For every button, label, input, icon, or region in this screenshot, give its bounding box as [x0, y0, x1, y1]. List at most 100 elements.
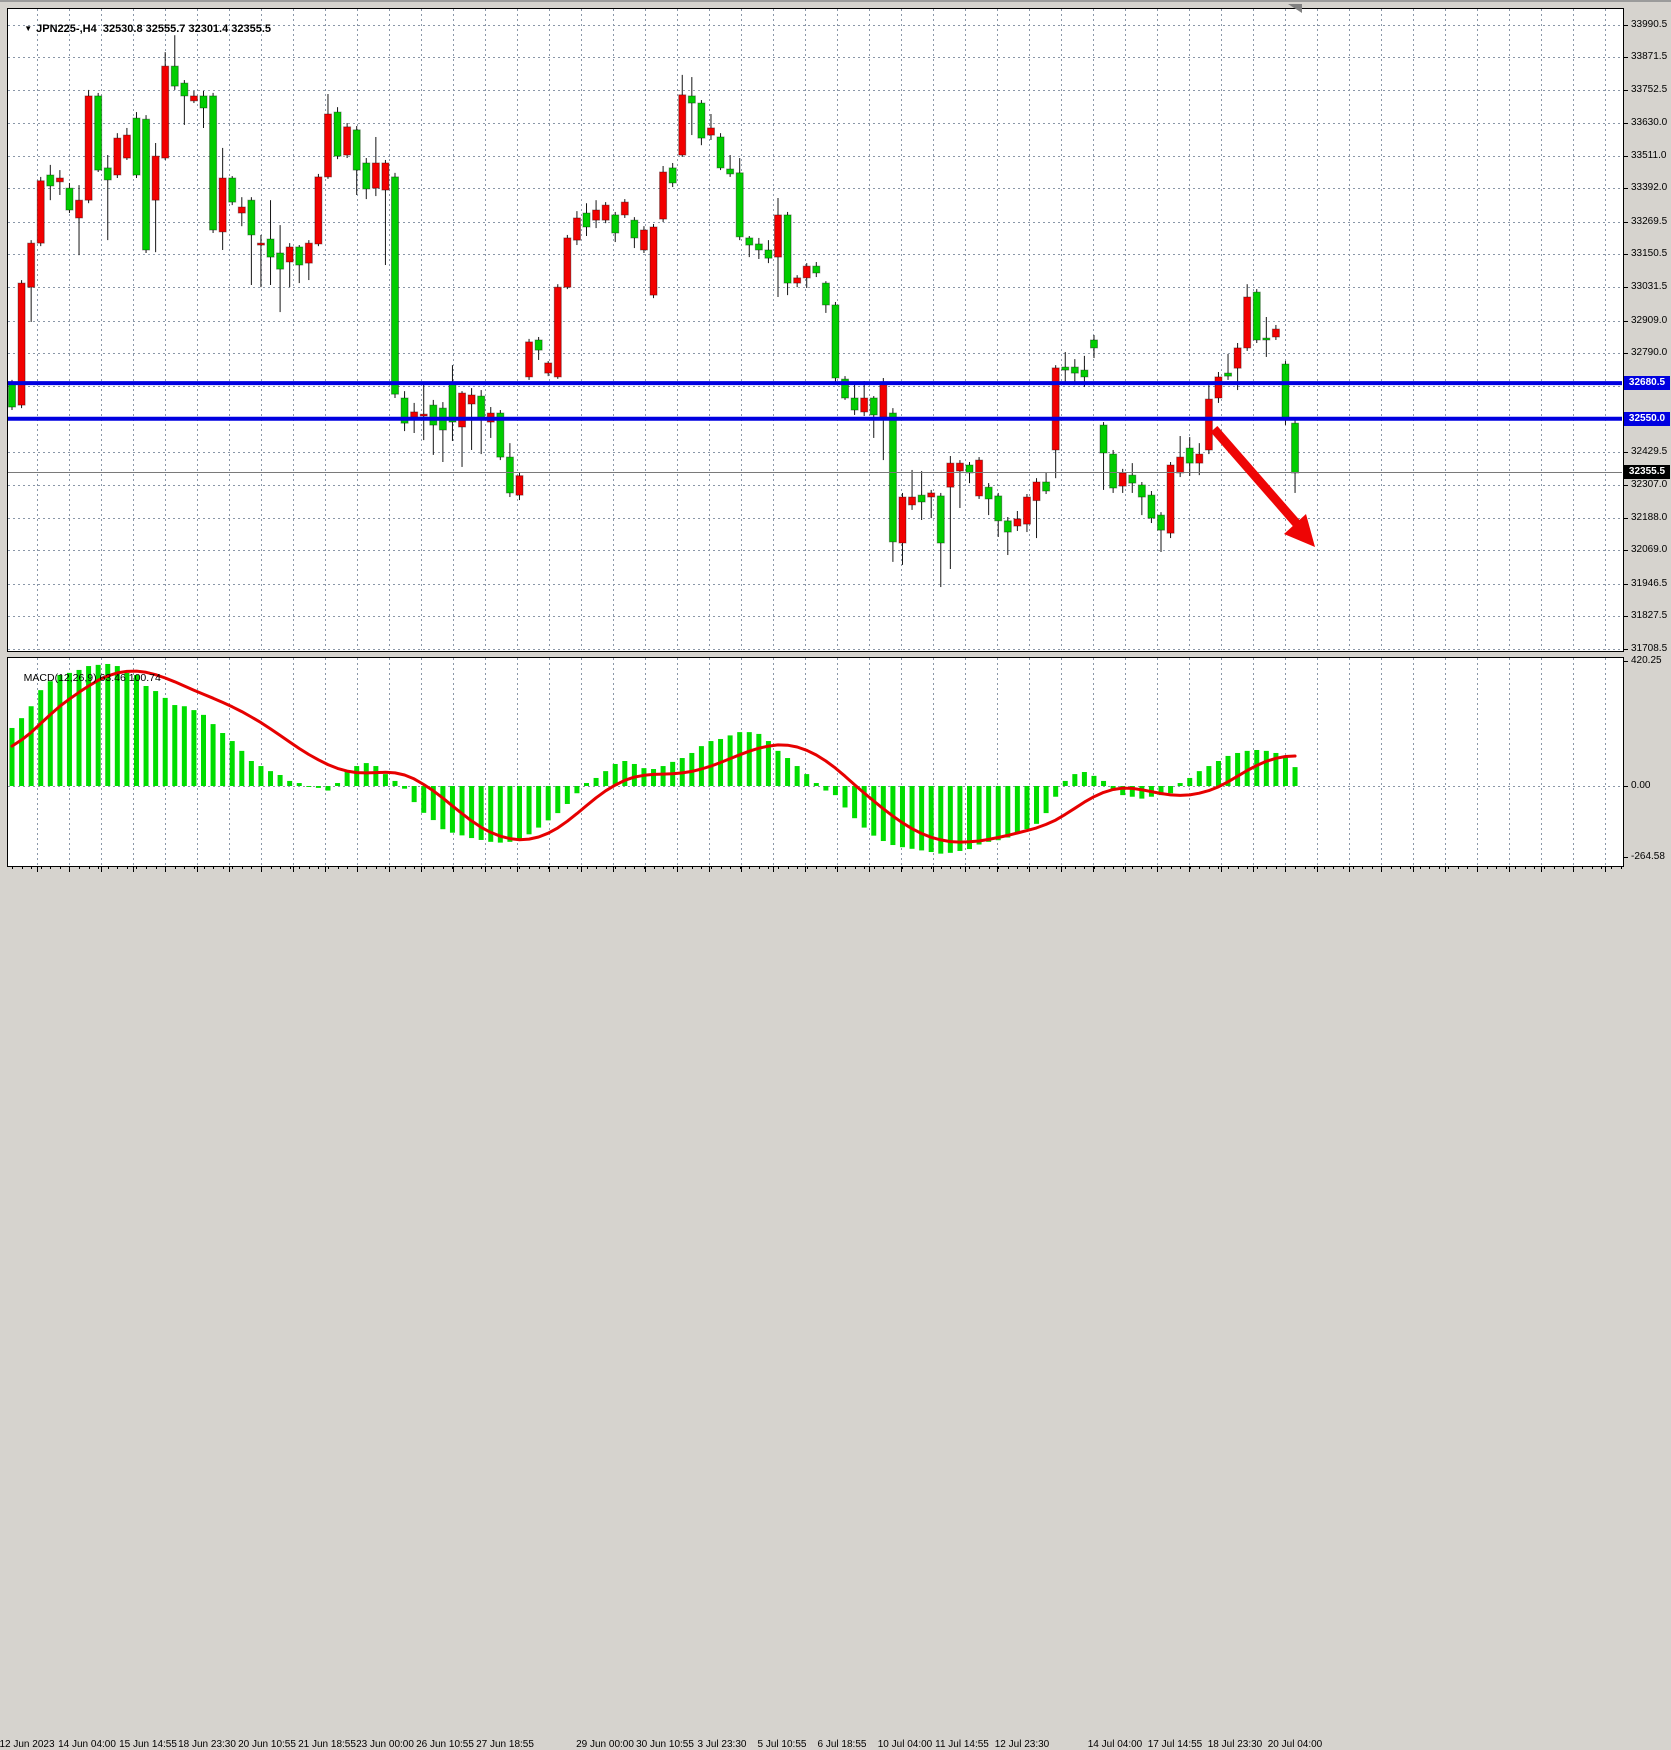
- price-axis-label: 33871.5: [1631, 51, 1668, 63]
- candle-body: [1243, 296, 1252, 349]
- candle-body: [142, 118, 151, 251]
- candle-body: [917, 494, 926, 503]
- candle-body: [1099, 424, 1108, 454]
- time-axis-label: 18 Jul 23:30: [1207, 1739, 1263, 1750]
- macd-indicator-name: MACD(12,26,9): [23, 672, 97, 684]
- candle-body: [879, 382, 888, 418]
- time-axis-label: 21 Jun 18:55: [298, 1739, 356, 1750]
- time-axis-label: 20 Jul 04:00: [1267, 1739, 1323, 1750]
- candle-body: [1080, 369, 1089, 378]
- candle-body: [1032, 481, 1041, 502]
- macd-indicator-values: 63.46 100.74: [99, 672, 161, 684]
- candle-body: [410, 411, 419, 418]
- time-axis-label: 12 Jun 2023: [0, 1739, 55, 1750]
- chart-shift-marker-icon[interactable]: [1288, 4, 1302, 13]
- chart-canvas[interactable]: [0, 0, 1671, 889]
- candle-body: [323, 113, 332, 178]
- candle-body: [1233, 347, 1242, 369]
- price-axis-label: 33990.5: [1631, 18, 1668, 30]
- price-axis-label: 32909.0: [1631, 314, 1668, 326]
- candle-body: [1022, 496, 1031, 525]
- candle-body: [132, 117, 141, 176]
- trend-arrow-annotation[interactable]: [1210, 426, 1315, 547]
- candle-body: [678, 94, 687, 156]
- candle-body: [151, 155, 160, 201]
- candle-body: [304, 242, 313, 264]
- main-price-panel[interactable]: [7, 8, 1624, 652]
- candle-body: [639, 229, 648, 251]
- symbol-period-label: JPN225-,H4: [36, 23, 97, 35]
- candle-body: [75, 199, 84, 219]
- candle-body: [754, 243, 763, 251]
- hline-price-badge-2[interactable]: 32550.0: [1624, 411, 1670, 426]
- candle-body: [821, 282, 830, 306]
- macd-axis-label: 420.25: [1631, 654, 1662, 666]
- grid-layer: [8, 9, 1622, 865]
- candle-body: [936, 495, 945, 544]
- candle-body: [170, 65, 179, 87]
- candle-body: [1271, 328, 1280, 338]
- candle-body: [103, 167, 112, 181]
- candle-body: [237, 206, 246, 214]
- macd-histogram: [9, 663, 1298, 854]
- time-axis[interactable]: 12 Jun 2023 14 Jun 04:00 15 Jun 14:55 18 Ju…: [0, 867, 1671, 1750]
- candle-body: [1224, 372, 1233, 377]
- candle-body: [860, 397, 869, 413]
- candle-body: [802, 265, 811, 279]
- candle-body: [1051, 367, 1060, 451]
- candles-layer: [8, 35, 1300, 588]
- candle-body: [400, 397, 409, 424]
- candle-body: [218, 177, 227, 233]
- candle-body: [927, 492, 936, 498]
- time-axis-label: 26 Jun 10:55: [416, 1739, 474, 1750]
- candle-body: [1252, 291, 1261, 341]
- price-axis-label: 33752.5: [1631, 83, 1668, 95]
- candle-body: [161, 65, 170, 159]
- candle-body: [1109, 453, 1118, 489]
- hline-price-badge-1[interactable]: 32680.5: [1624, 376, 1670, 391]
- time-axis-label: 30 Jun 10:55: [636, 1739, 694, 1750]
- candle-body: [419, 413, 428, 417]
- time-axis-label: 29 Jun 00:00: [576, 1739, 634, 1750]
- candle-body: [515, 475, 524, 496]
- candle-body: [352, 129, 361, 171]
- candle-body: [84, 95, 93, 201]
- candle-body: [1176, 456, 1185, 474]
- candle-body: [189, 95, 198, 102]
- candle-body: [620, 201, 629, 216]
- candle-body: [477, 395, 486, 421]
- candle-body: [467, 394, 476, 405]
- window-edge: [0, 0, 1671, 2]
- candle-body: [285, 246, 294, 263]
- candle-body: [793, 277, 802, 284]
- time-axis-label: 23 Jun 00:00: [356, 1739, 414, 1750]
- candle-body: [314, 176, 323, 245]
- candle-body: [965, 464, 974, 474]
- time-axis-label: 12 Jul 23:30: [994, 1739, 1050, 1750]
- candle-body: [27, 242, 36, 288]
- candle-body: [448, 382, 457, 423]
- candle-body: [199, 95, 208, 109]
- candle-body: [371, 162, 380, 189]
- candle-body: [1061, 366, 1070, 371]
- time-axis-label: 14 Jul 04:00: [1087, 1739, 1143, 1750]
- arrow-head-icon: [1284, 514, 1315, 547]
- candle-body: [774, 214, 782, 258]
- macd-label: MACD(12,26,9) 63.46 100.74: [12, 660, 161, 696]
- candle-body: [994, 495, 1003, 522]
- candle-body: [8, 382, 16, 408]
- ohlc-values: 32530.8 32555.7 32301.4 32355.5: [102, 23, 272, 35]
- candle-body: [984, 486, 993, 500]
- candle-body: [630, 219, 639, 239]
- price-axis-label: 32307.0: [1631, 479, 1668, 491]
- candle-body: [831, 304, 840, 379]
- candle-body: [343, 126, 352, 156]
- macd-indicator-panel[interactable]: [7, 657, 1624, 867]
- candle-body: [209, 95, 218, 231]
- price-axis[interactable]: 33990.5 33871.5 33752.5 33630.0 33511.0 33392…: [1624, 0, 1671, 889]
- expand-triangle-icon[interactable]: ▼: [24, 24, 33, 33]
- current-price-badge: 32355.5: [1624, 465, 1670, 479]
- candle-body: [391, 176, 399, 395]
- candle-body: [735, 172, 744, 238]
